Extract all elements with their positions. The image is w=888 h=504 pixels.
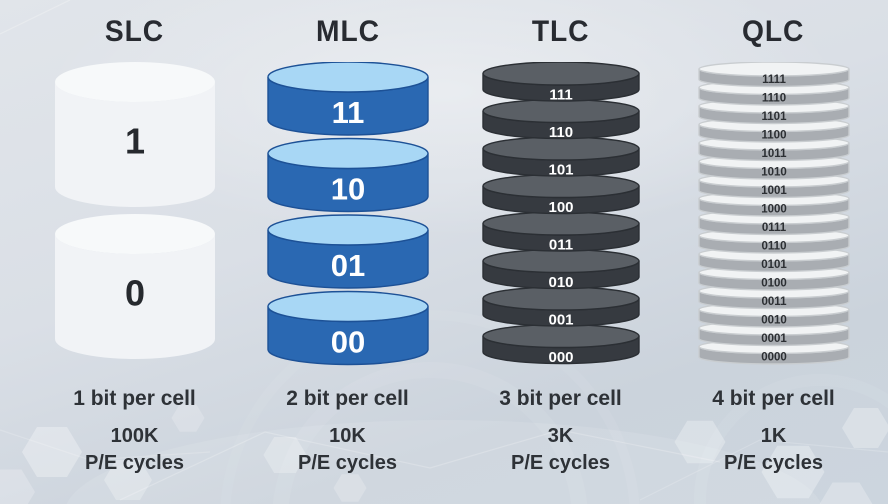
cell-level-label: 010 <box>548 274 573 291</box>
qlc-cycles-unit: P/E cycles <box>724 452 823 474</box>
mlc-bits-label: 2 bit per cell <box>286 387 409 410</box>
cell-level-label: 110 <box>548 124 572 141</box>
cell-level-label: 101 <box>548 162 573 179</box>
cell-level-label: 0110 <box>761 241 786 253</box>
cell-level-label: 1111 <box>762 74 786 86</box>
qlc-cell-stack: 0000 0001 0010 0011 0100 0101 0110 0111 1000 1001… <box>679 62 869 374</box>
tlc-endurance-label: 3K P/E cycles <box>511 423 610 477</box>
cell-level-label: 0100 <box>761 278 787 290</box>
cell-level-label: 1 <box>124 120 144 161</box>
mlc-cycles-unit: P/E cycles <box>298 452 397 474</box>
cell-level-label: 0000 <box>761 352 787 364</box>
qlc-bits-label: 4 bit per cell <box>712 387 835 410</box>
qlc-cycles-value: 1K <box>760 425 787 447</box>
mlc-cell-stack: 00 01 10 11 <box>253 62 443 374</box>
cell-level-label: 0101 <box>761 259 787 271</box>
column-title-mlc: MLC <box>315 15 380 48</box>
cell-level-label: 1010 <box>761 167 787 179</box>
column-tlc: TLC 000 001 010 011 100 101 110 111 3 bit per c… <box>454 14 667 477</box>
cell-level-label: 100 <box>548 199 573 216</box>
cell-level-label: 011 <box>548 237 572 254</box>
tlc-bits-label: 3 bit per cell <box>499 387 622 410</box>
cell-level-label: 00 <box>330 324 364 359</box>
cell-level-label: 1110 <box>761 93 785 105</box>
tlc-cell-stack: 000 001 010 011 100 101 110 111 <box>466 62 656 374</box>
qlc-endurance-label: 1K P/E cycles <box>724 423 823 477</box>
cell-level-label: 0011 <box>761 296 787 308</box>
tlc-cycles-value: 3K <box>547 425 574 447</box>
cell-level-label: 0 <box>124 272 144 313</box>
slc-cycles-value: 100K <box>110 425 159 447</box>
cell-level-label: 1000 <box>761 204 787 216</box>
cell-level-label: 0111 <box>761 222 786 234</box>
column-mlc: MLC 00 01 10 11 2 bit per cell 10K P/E cycl… <box>241 14 454 477</box>
cell-level-label: 1100 <box>761 130 786 142</box>
mlc-cycles-value: 10K <box>329 425 366 447</box>
slc-cycles-unit: P/E cycles <box>85 452 184 474</box>
column-title-tlc: TLC <box>531 15 590 48</box>
slc-bits-label: 1 bit per cell <box>73 387 196 410</box>
mlc-endurance-label: 10K P/E cycles <box>298 423 397 477</box>
cell-level-label: 10 <box>330 171 364 206</box>
column-qlc: QLC 0000 0001 0010 0011 0100 0101 0110 0111 1000… <box>667 14 880 477</box>
cell-level-label: 01 <box>330 248 364 283</box>
cell-level-label: 1011 <box>761 148 787 160</box>
cell-level-label: 0010 <box>761 315 787 327</box>
cell-level-label: 111 <box>549 87 572 104</box>
cell-level-label: 1001 <box>761 185 787 197</box>
column-title-slc: SLC <box>104 15 165 48</box>
tlc-cycles-unit: P/E cycles <box>511 452 610 474</box>
slc-endurance-label: 100K P/E cycles <box>85 423 184 477</box>
cell-level-label: 001 <box>548 312 573 329</box>
cell-level-label: 000 <box>548 349 573 366</box>
cell-level-label: 0001 <box>761 333 787 345</box>
cell-level-label: 11 <box>331 95 364 130</box>
column-title-qlc: QLC <box>742 15 805 48</box>
cell-level-label: 1101 <box>761 111 787 123</box>
